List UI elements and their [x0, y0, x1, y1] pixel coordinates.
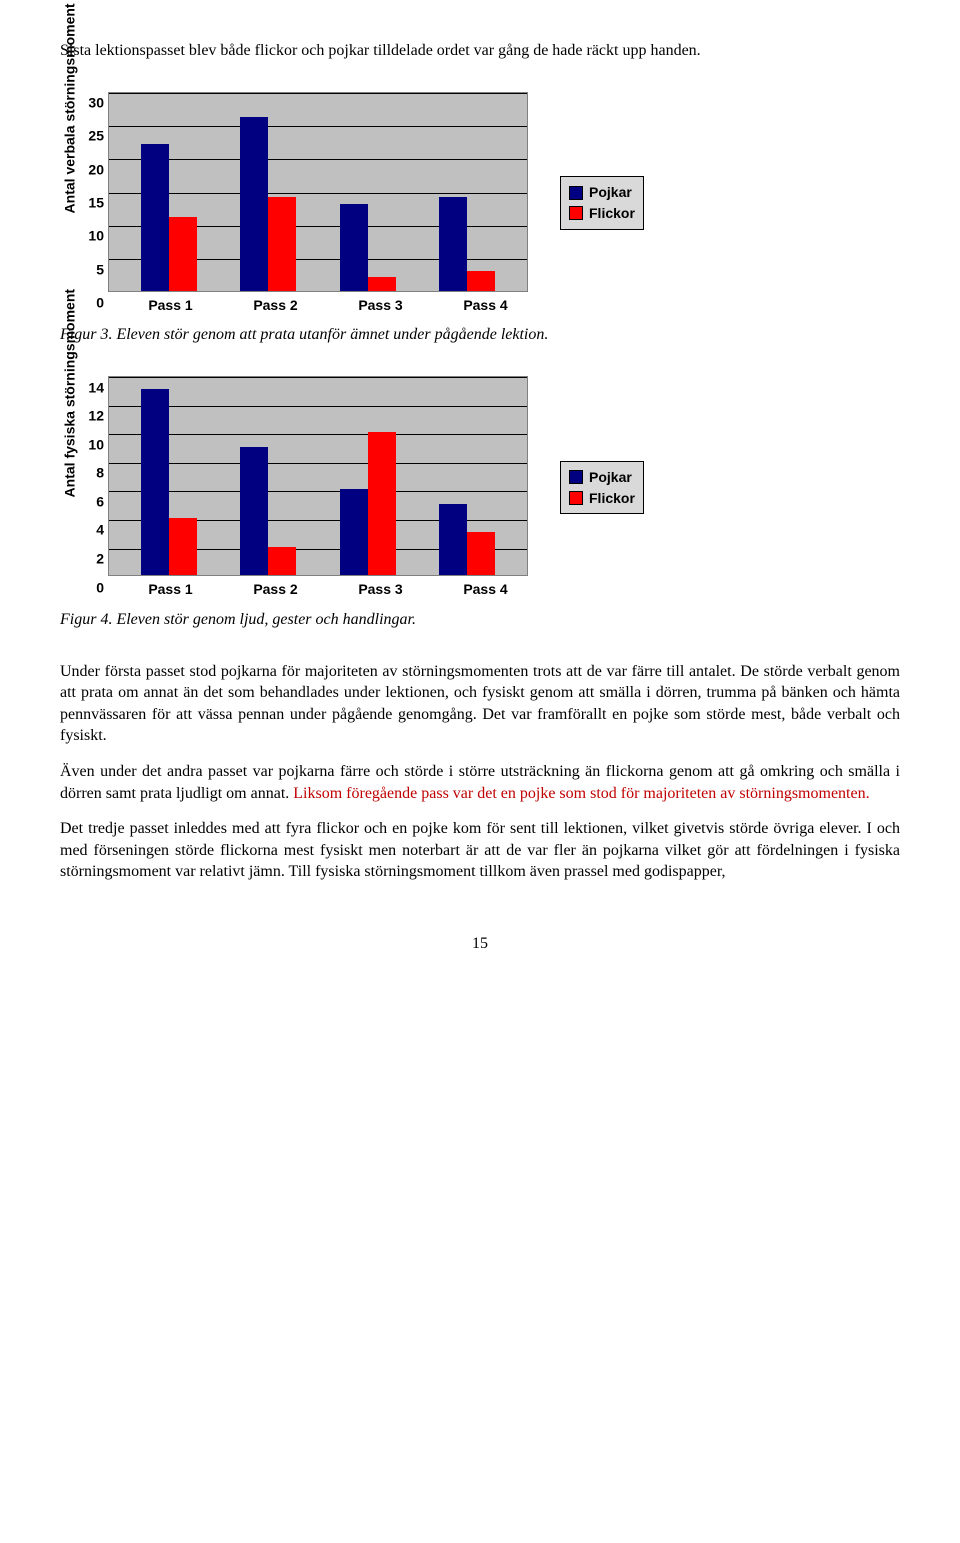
bar-pojkar	[340, 489, 368, 575]
chart-1-legend: Pojkar Flickor	[560, 176, 644, 230]
xtick-label: Pass 1	[118, 580, 223, 599]
bar-group	[119, 93, 219, 291]
bar-flickor	[467, 271, 495, 291]
bar-pojkar	[141, 144, 169, 291]
ytick-label: 10	[88, 227, 104, 246]
ytick-label: 5	[96, 260, 104, 279]
ytick-label: 4	[96, 521, 104, 540]
ytick-label: 30	[88, 94, 104, 113]
ytick-label: 20	[88, 160, 104, 179]
ytick-label: 10	[88, 435, 104, 454]
ytick-label: 0	[96, 578, 104, 597]
bar-flickor	[268, 197, 296, 290]
bar-group	[418, 377, 518, 575]
chart-1: Antal verbala störningsmoment 0 5 10 15 20 25…	[60, 92, 900, 315]
xtick-label: Pass 2	[223, 580, 328, 599]
bar-group	[418, 93, 518, 291]
chart-2-ytick-labels: 02468101214	[80, 388, 104, 588]
swatch-flickor	[569, 491, 583, 505]
ytick-label: 6	[96, 492, 104, 511]
bar-flickor	[169, 518, 197, 575]
bar-flickor	[268, 547, 296, 576]
bar-group	[318, 377, 418, 575]
bar-flickor	[368, 277, 396, 290]
ytick-label: 25	[88, 127, 104, 146]
chart-2-caption: Figur 4. Eleven stör genom ljud, gester …	[60, 609, 900, 631]
xtick-label: Pass 4	[433, 580, 538, 599]
legend-item-flickor: Flickor	[569, 489, 635, 508]
chart-1-plot	[108, 92, 528, 292]
bar-flickor	[467, 532, 495, 575]
bar-pojkar	[141, 389, 169, 575]
bar-pojkar	[340, 204, 368, 291]
swatch-flickor	[569, 206, 583, 220]
bar-pojkar	[240, 117, 268, 290]
bar-group	[219, 377, 319, 575]
bar-pojkar	[439, 197, 467, 290]
swatch-pojkar	[569, 186, 583, 200]
chart-2: Antal fysiska störningsmoment 0 2 4 6 8 10 12 1…	[60, 376, 900, 599]
bar-pojkar	[439, 504, 467, 575]
bar-flickor	[169, 217, 197, 290]
swatch-pojkar	[569, 470, 583, 484]
ytick-label: 2	[96, 550, 104, 569]
body-paragraph-2: Även under det andra passet var pojkarna…	[60, 761, 900, 804]
bar-pojkar	[240, 447, 268, 576]
chart-2-plot	[108, 376, 528, 576]
chart-1-caption: Figur 3. Eleven stör genom att prata uta…	[60, 324, 900, 346]
xtick-label: Pass 3	[328, 580, 433, 599]
ytick-label: 8	[96, 464, 104, 483]
bar-group	[119, 377, 219, 575]
ytick-label: 12	[88, 407, 104, 426]
xtick-label: Pass 4	[433, 296, 538, 315]
bar-flickor	[368, 432, 396, 575]
legend-item-pojkar: Pojkar	[569, 468, 635, 487]
chart-1-ylabel: Antal verbala störningsmoment	[61, 193, 80, 213]
legend-label-flickor: Flickor	[589, 204, 635, 223]
chart-1-xlabels: Pass 1Pass 2Pass 3Pass 4	[108, 292, 548, 315]
body-paragraph-1: Under första passet stod pojkarna för ma…	[60, 661, 900, 747]
body-2b-red: Liksom föregående pass var det en pojke …	[289, 785, 869, 802]
legend-label-pojkar: Pojkar	[589, 183, 632, 202]
body-paragraph-3: Det tredje passet inleddes med att fyra …	[60, 818, 900, 883]
chart-1-ytick-labels: 051015202530	[80, 103, 104, 303]
chart-2-xlabels: Pass 1Pass 2Pass 3Pass 4	[108, 576, 548, 599]
ytick-label: 0	[96, 294, 104, 313]
page-number: 15	[60, 933, 900, 955]
xtick-label: Pass 2	[223, 296, 328, 315]
legend-item-pojkar: Pojkar	[569, 183, 635, 202]
chart-2-ylabel: Antal fysiska störningsmoment	[61, 478, 80, 498]
xtick-label: Pass 3	[328, 296, 433, 315]
ytick-label: 14	[88, 378, 104, 397]
xtick-label: Pass 1	[118, 296, 223, 315]
legend-item-flickor: Flickor	[569, 204, 635, 223]
bar-group	[318, 93, 418, 291]
intro-paragraph: Sista lektionspasset blev både flickor o…	[60, 40, 900, 62]
ytick-label: 15	[88, 194, 104, 213]
bar-group	[219, 93, 319, 291]
chart-2-legend: Pojkar Flickor	[560, 461, 644, 515]
legend-label-pojkar: Pojkar	[589, 468, 632, 487]
legend-label-flickor: Flickor	[589, 489, 635, 508]
